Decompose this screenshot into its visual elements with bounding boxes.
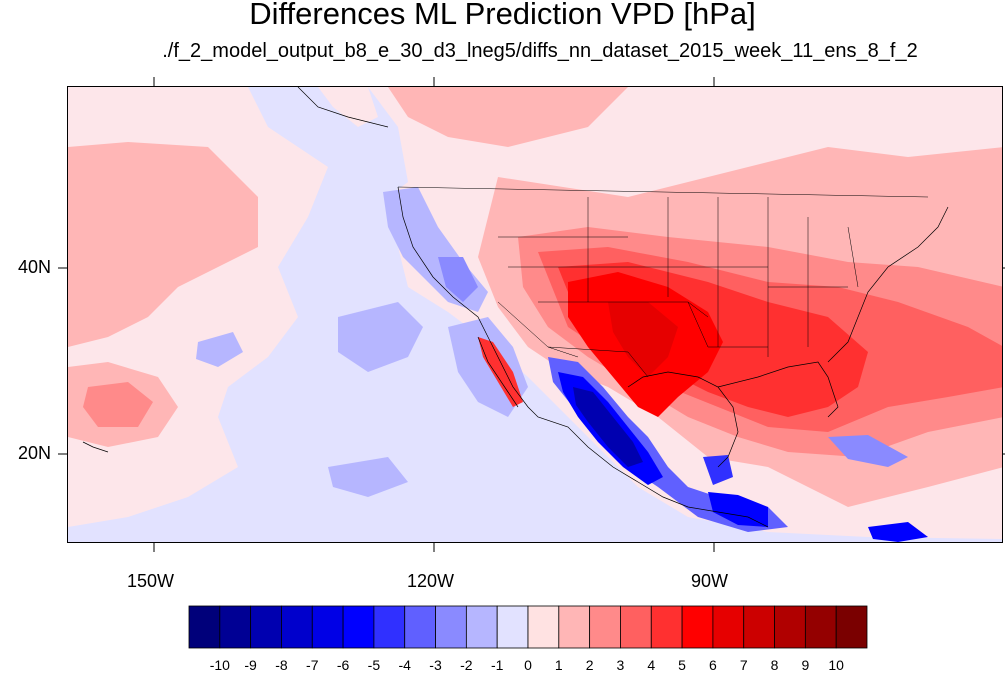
political-borders bbox=[397, 186, 929, 378]
colorbar-swatch bbox=[681, 605, 714, 649]
colorbar-label: 10 bbox=[828, 657, 844, 673]
field-yucatan-negative bbox=[703, 455, 733, 485]
field-central-america-negative bbox=[708, 492, 768, 527]
colorbar-swatch bbox=[743, 605, 775, 649]
chart-title: Differences ML Prediction VPD [hPa] bbox=[249, 0, 756, 31]
lon-label-90w: 90W bbox=[691, 571, 729, 591]
field-mexico-negative-min bbox=[573, 387, 643, 467]
colorbar-label: 0 bbox=[524, 657, 532, 673]
chart-subtitle: ./f_2_model_output_b8_e_30_d3_lneg5/diff… bbox=[162, 40, 918, 62]
colorbar-swatch bbox=[558, 605, 591, 649]
colorbar-swatch bbox=[712, 605, 745, 649]
colorbar-label: 6 bbox=[709, 657, 717, 673]
field-baja-positive bbox=[478, 337, 523, 407]
lat-label-40n: 40N bbox=[18, 257, 52, 277]
colorbar-swatch bbox=[804, 605, 837, 649]
lat-label-20n: 20N bbox=[18, 443, 52, 463]
colorbar-label: -7 bbox=[306, 657, 319, 673]
colorbar-label: -3 bbox=[429, 657, 442, 673]
field-caribbean-negative bbox=[828, 435, 908, 467]
colorbar-swatch bbox=[650, 605, 683, 649]
field-pacific-patch-2 bbox=[196, 332, 243, 367]
field-pacific-negative bbox=[68, 87, 1002, 542]
colorbar-swatch bbox=[188, 605, 221, 649]
colorbar-label: -8 bbox=[275, 657, 288, 673]
map-plot bbox=[67, 86, 1003, 543]
colorbar-swatch bbox=[250, 605, 282, 649]
field-north-positive bbox=[388, 87, 628, 147]
colorbar-label: 5 bbox=[678, 657, 686, 673]
colorbar-label: -1 bbox=[490, 657, 504, 673]
colorbar-label: -5 bbox=[367, 657, 381, 673]
colorbar-swatch bbox=[373, 605, 406, 649]
lon-label-150w: 150W bbox=[127, 571, 175, 591]
colorbar-swatch bbox=[404, 605, 436, 649]
colorbar-swatch bbox=[774, 605, 806, 649]
field-westus-blue-2 bbox=[438, 257, 478, 302]
colorbar-swatch bbox=[311, 605, 344, 649]
colorbar-label: 4 bbox=[647, 657, 656, 673]
colorbar-label: 3 bbox=[616, 657, 625, 673]
field-pacific-patch-1 bbox=[338, 302, 423, 372]
field-west-coast-light bbox=[318, 87, 378, 127]
colorbar-label: 1 bbox=[554, 657, 563, 673]
colorbar-label: 9 bbox=[801, 657, 810, 673]
colorbar-label: -10 bbox=[209, 657, 230, 673]
axis-ticks bbox=[58, 77, 1005, 552]
field-central-pacific-positive bbox=[68, 142, 258, 347]
colorbar-label: 7 bbox=[739, 657, 748, 673]
field-mexico-negative-outer bbox=[548, 357, 788, 532]
map-field-svg bbox=[68, 87, 1002, 542]
colorbar-label: 2 bbox=[585, 657, 594, 673]
colorbar-label: -9 bbox=[244, 657, 257, 673]
colorbar-swatch bbox=[342, 605, 375, 649]
colorbar-swatch bbox=[281, 605, 313, 649]
colorbar-swatch bbox=[435, 605, 467, 649]
colorbar-label: -6 bbox=[336, 657, 350, 673]
colorbar-swatch bbox=[835, 605, 868, 649]
colorbar bbox=[188, 605, 868, 649]
field-hawaii-positive-2 bbox=[83, 382, 153, 427]
colorbar-label: 8 bbox=[770, 657, 779, 673]
lon-label-120w: 120W bbox=[407, 571, 455, 591]
colorbar-label: -4 bbox=[398, 657, 411, 673]
colorbar-swatch bbox=[219, 605, 252, 649]
colorbar-swatch bbox=[527, 605, 560, 649]
colorbar-swatch bbox=[496, 605, 529, 649]
field-southern-plains-max-2 bbox=[608, 302, 678, 377]
colorbar-swatch bbox=[589, 605, 621, 649]
colorbar-swatch bbox=[620, 605, 652, 649]
field-caribbean-negative-2 bbox=[868, 522, 928, 542]
coastlines bbox=[82, 87, 949, 528]
colorbar-swatch bbox=[465, 605, 498, 649]
colorbar-label: -2 bbox=[460, 657, 473, 673]
field-pacific-patch-4 bbox=[328, 457, 408, 497]
